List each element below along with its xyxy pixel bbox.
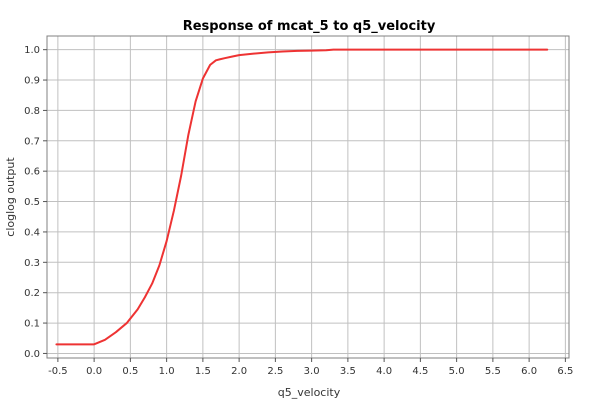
plot-area-frame [46, 35, 570, 359]
x-tick-label: 5.0 [449, 366, 465, 377]
y-tick-label: 0.5 [24, 197, 40, 208]
y-tick-label: 0.3 [24, 258, 40, 269]
y-tick-label: 0.1 [24, 319, 40, 330]
y-tick-label: 0.0 [24, 349, 40, 360]
y-tick-label: 0.4 [24, 227, 40, 238]
y-tick-label: 0.8 [24, 106, 40, 117]
y-tick-label: 0.2 [24, 288, 40, 299]
tick-layer: -0.5 0.0 0.5 1.0 1.5 2.0 2.5 3.0 3.5 4.0 4.5 5.0 5.5… [24, 45, 573, 377]
x-tick-label: 2.0 [231, 366, 247, 377]
x-tick-label: 5.5 [485, 366, 501, 377]
chart-title: Response of mcat_5 to q5_velocity [183, 19, 436, 34]
x-axis-title: q5_velocity [278, 386, 341, 399]
y-tick-label: 0.6 [24, 167, 40, 178]
y-tick-label: 0.7 [24, 136, 40, 147]
x-tick-label: 3.0 [304, 366, 320, 377]
x-tick-label: 0.0 [86, 366, 102, 377]
series-layer [55, 48, 549, 346]
x-tick-label: 6.0 [521, 366, 537, 377]
y-axis-title: cloglog output [4, 157, 17, 237]
x-tick-label: -0.5 [48, 366, 68, 377]
x-tick-label: 4.0 [376, 366, 392, 377]
y-tick-label: 1.0 [24, 45, 40, 56]
x-tick-label: 0.5 [122, 366, 138, 377]
x-tick-label: 2.5 [267, 366, 283, 377]
x-tick-label: 1.5 [195, 366, 211, 377]
response-curve-line [55, 48, 549, 346]
grid-layer [47, 36, 569, 358]
x-tick-label: 6.5 [557, 366, 573, 377]
x-tick-label: 4.5 [412, 366, 428, 377]
x-tick-label: 3.5 [340, 366, 356, 377]
y-tick-label: 0.9 [24, 76, 40, 87]
x-tick-label: 1.0 [159, 366, 175, 377]
